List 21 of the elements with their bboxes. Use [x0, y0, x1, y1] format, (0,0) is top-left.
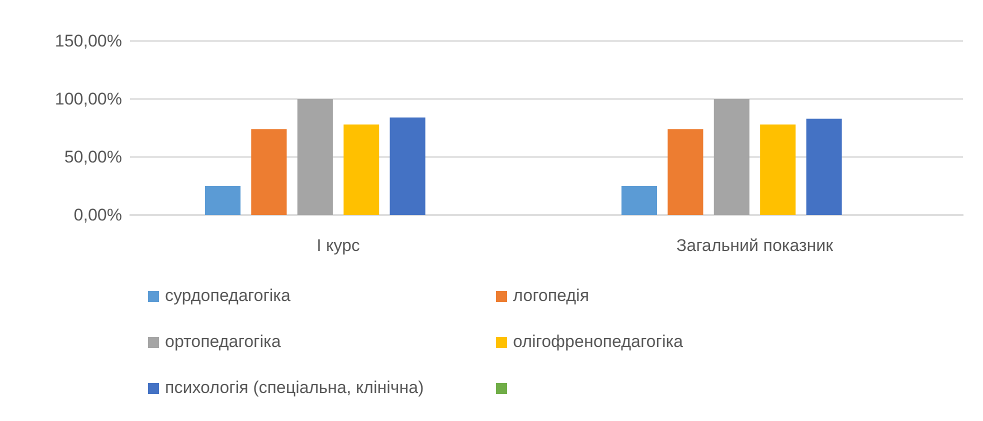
legend-label: психологія (спеціальна, клінічна) [165, 378, 424, 398]
bar [760, 124, 796, 215]
bar [297, 99, 333, 215]
x-tick-label: І курс [316, 236, 360, 255]
bar [714, 99, 750, 215]
bar [621, 186, 658, 215]
bar [251, 129, 287, 215]
legend-label: ортопедагогіка [165, 332, 281, 352]
bar [344, 124, 380, 215]
legend-label: олігофренопедагогіка [513, 332, 683, 352]
y-tick-label: 150,00% [54, 32, 122, 50]
legend-label: логопедія [513, 286, 590, 306]
bar [668, 129, 704, 215]
bar [390, 118, 426, 215]
y-tick-label: 0,00% [74, 206, 122, 224]
y-tick-label: 50,00% [64, 148, 122, 166]
x-tick-label: Загальний показник [676, 236, 834, 255]
y-tick-label: 100,00% [54, 90, 122, 108]
bar [204, 186, 241, 215]
legend-label: сурдопедагогіка [165, 286, 290, 306]
bar [806, 118, 842, 215]
